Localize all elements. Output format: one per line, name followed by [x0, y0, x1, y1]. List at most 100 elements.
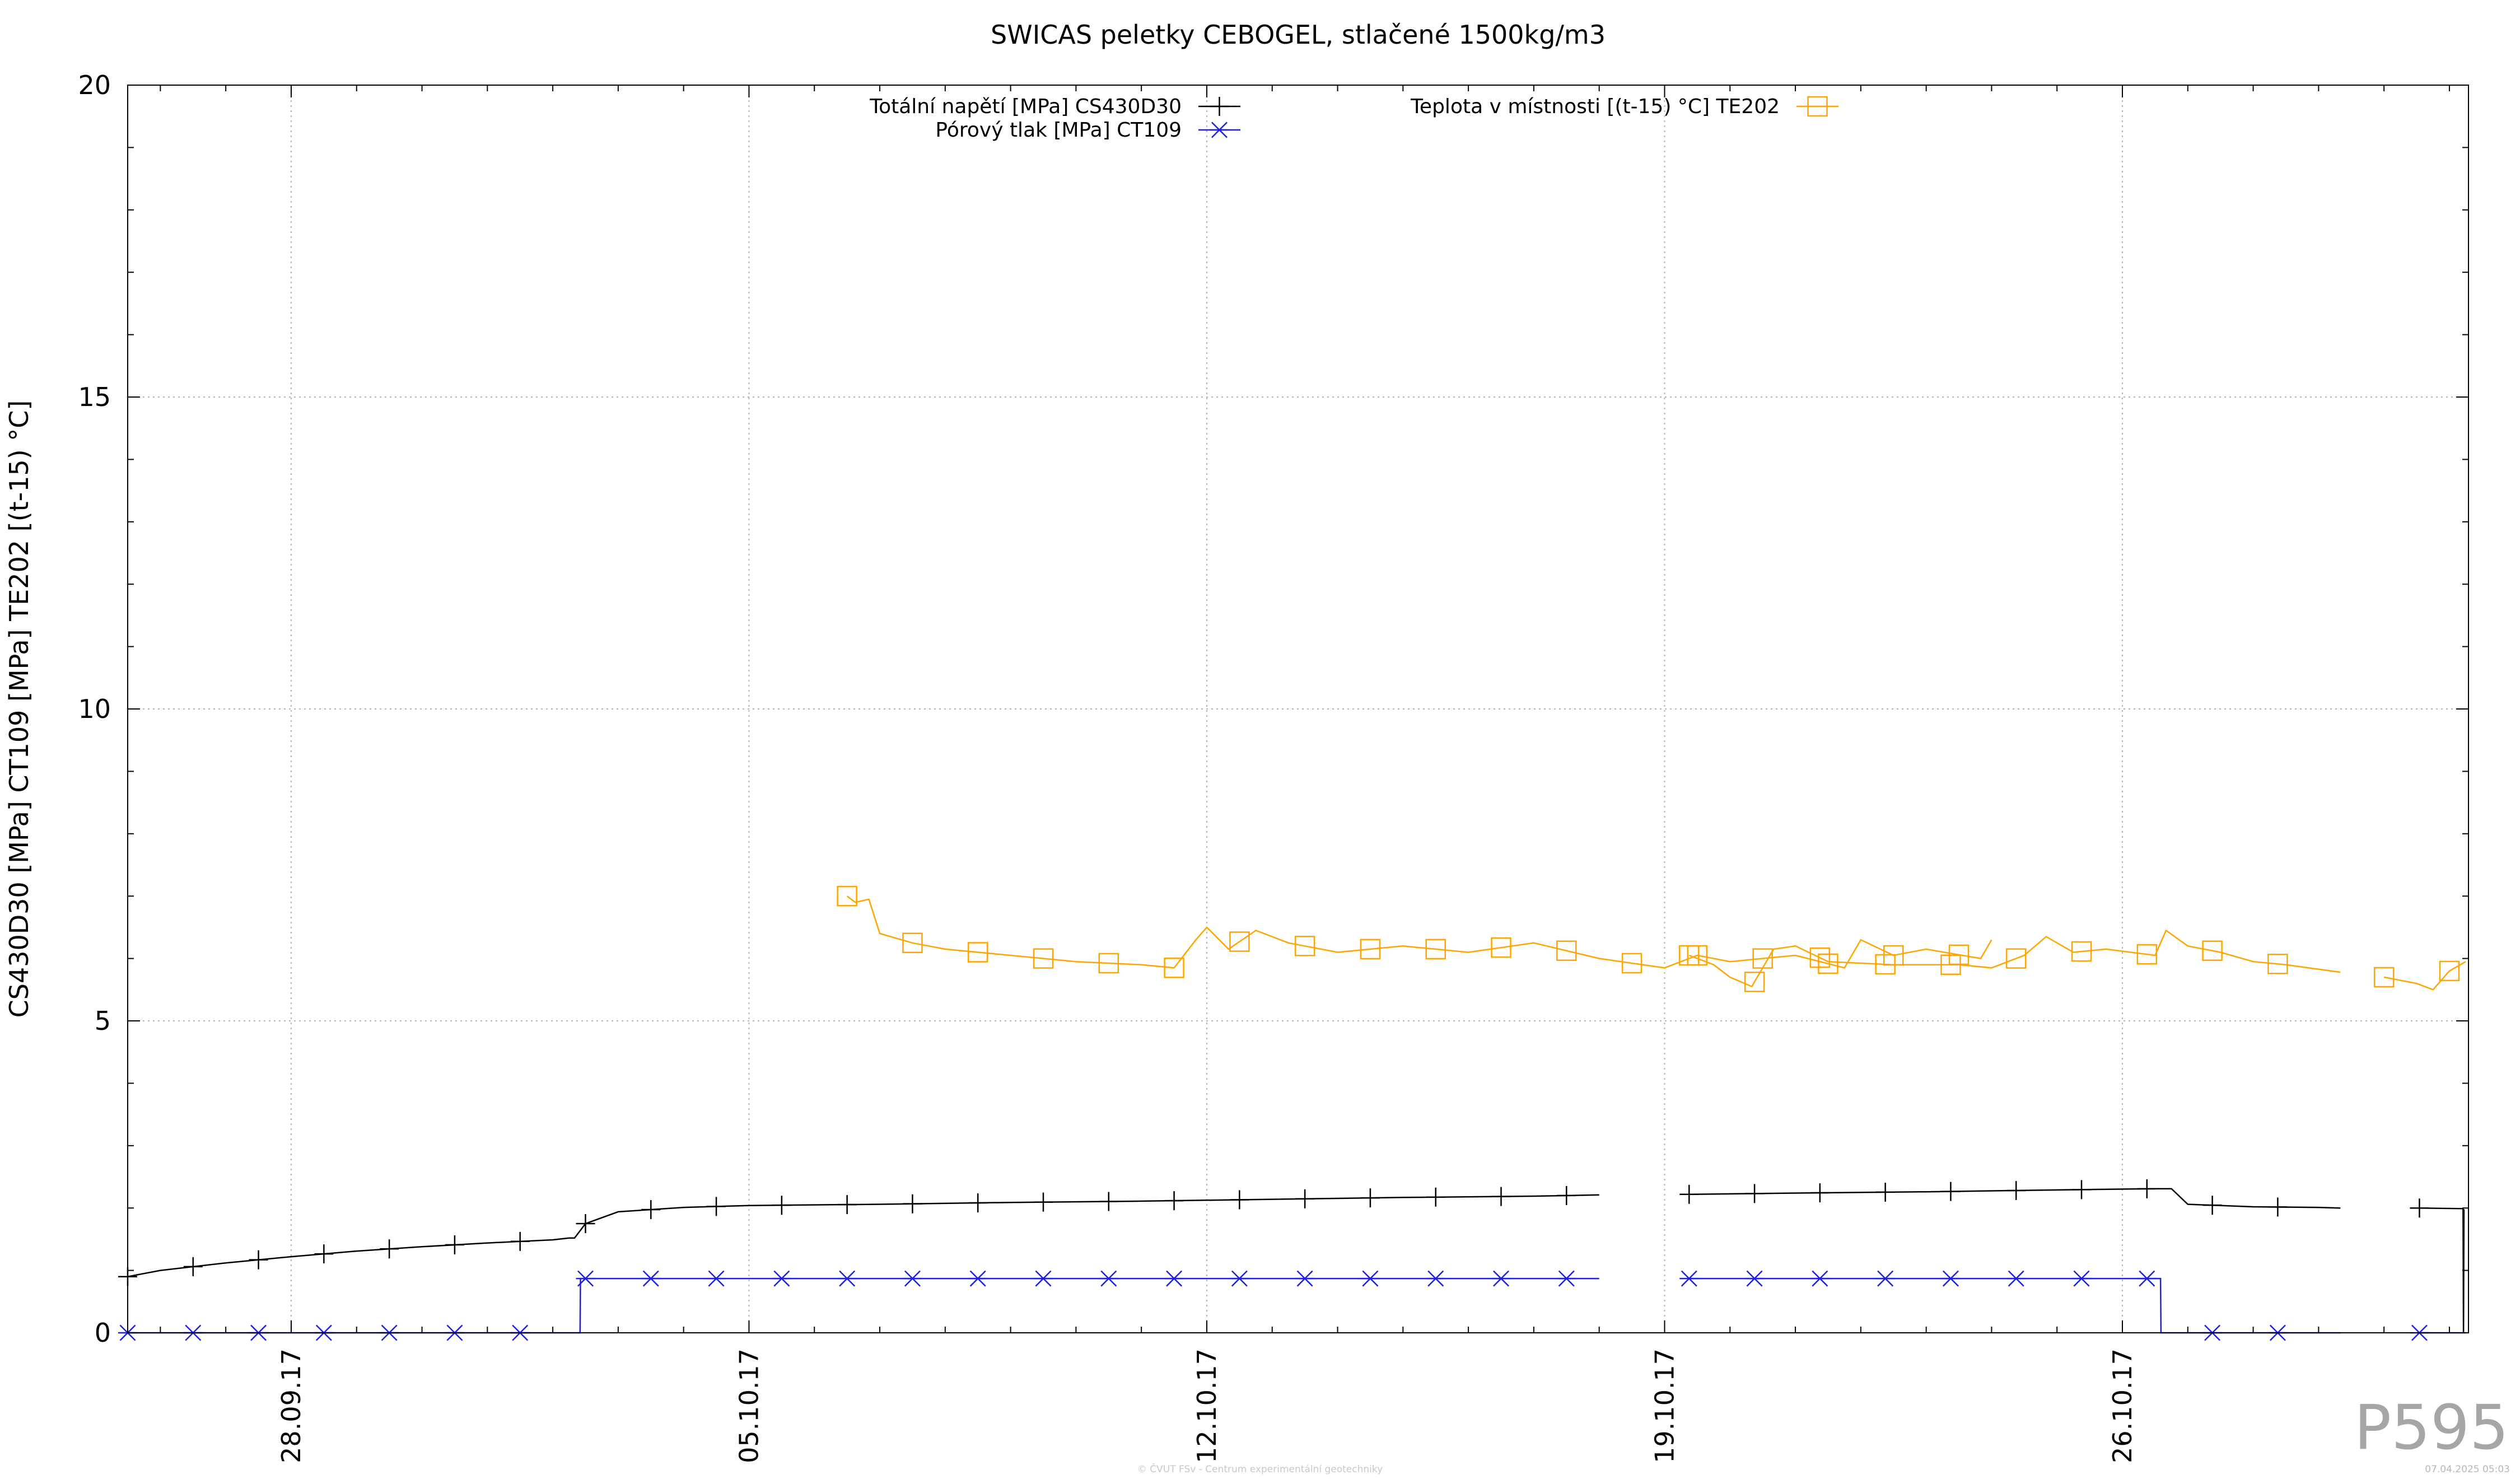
data-point	[1164, 958, 1184, 978]
data-point	[772, 1270, 791, 1287]
series-line	[1689, 1188, 2341, 1209]
data-point	[2202, 1196, 2222, 1215]
data-point	[967, 942, 988, 963]
plot-area	[118, 885, 2466, 1341]
data-point	[314, 1244, 334, 1264]
x-tick-label: 26.10.17	[2107, 1348, 2138, 1463]
data-point	[1875, 1270, 1895, 1287]
data-point	[2410, 1198, 2429, 1218]
legend-label: Pórový tlak [MPa] CT109	[935, 119, 1182, 142]
data-point	[1810, 1183, 1830, 1203]
data-point	[1230, 1270, 1249, 1287]
x-tick-label: 05.10.17	[734, 1348, 764, 1463]
data-point	[1875, 1182, 1895, 1202]
data-point	[1295, 1189, 1315, 1208]
data-point	[1621, 953, 1642, 974]
x-tick-label: 28.09.17	[276, 1348, 306, 1463]
data-point	[1941, 1182, 1961, 1201]
legend-marker	[1210, 122, 1229, 138]
data-point	[1426, 1187, 1445, 1207]
legend-entry: Pórový tlak [MPa] CT109	[935, 119, 1240, 142]
data-point	[1164, 1270, 1184, 1287]
chart-title: SWICAS peletky CEBOGEL, stlačené 1500kg/…	[991, 20, 1606, 50]
data-point	[1099, 1192, 1118, 1211]
series-line	[127, 1194, 1599, 1277]
data-point	[1679, 945, 1700, 966]
data-point	[1940, 954, 1961, 975]
data-point	[2072, 1270, 2092, 1287]
data-point	[2202, 940, 2223, 961]
data-point	[2137, 1270, 2157, 1287]
data-point	[903, 1270, 922, 1287]
series-1	[118, 1179, 2465, 1333]
data-point	[1098, 953, 1119, 974]
data-point	[2137, 1179, 2157, 1198]
data-point	[1744, 972, 1765, 992]
data-point	[837, 1270, 857, 1287]
data-point	[902, 932, 923, 953]
data-point	[2136, 944, 2158, 965]
data-point	[2267, 954, 2288, 974]
data-point	[1230, 1190, 1249, 1210]
data-point	[641, 1270, 661, 1287]
legend-entry: Totální napětí [MPa] CS430D30	[869, 95, 1240, 118]
data-point	[1557, 1186, 1576, 1205]
data-point	[1818, 953, 1838, 974]
y-tick-label: 10	[78, 694, 111, 724]
data-point	[1360, 1270, 1380, 1287]
data-point	[445, 1235, 464, 1254]
data-point	[1360, 939, 1381, 960]
data-point	[1099, 1270, 1118, 1287]
data-point	[1295, 1270, 1315, 1287]
data-point	[772, 1196, 791, 1215]
data-point	[576, 1270, 595, 1287]
data-point	[2072, 1180, 2092, 1200]
data-point	[1034, 1270, 1053, 1287]
data-point	[707, 1197, 726, 1216]
data-point	[1360, 1188, 1380, 1208]
data-point	[1679, 1270, 1699, 1287]
data-point	[837, 1195, 857, 1215]
data-point	[249, 1250, 268, 1270]
data-point	[968, 1193, 988, 1213]
data-point	[1426, 1270, 1445, 1287]
x-tick-label: 19.10.17	[1649, 1348, 1679, 1463]
data-point	[1557, 1270, 1576, 1287]
data-point	[1679, 1184, 1699, 1204]
data-point	[510, 1231, 530, 1251]
data-point	[1875, 954, 1896, 975]
footer-timestamp: 07.04.2025 05:03	[2425, 1464, 2510, 1475]
data-point	[1425, 939, 1446, 960]
series-line	[128, 1277, 1599, 1334]
legend-marker	[1807, 96, 1828, 117]
data-point	[1491, 1187, 1511, 1206]
y-axis-label: CS430D30 [MPa] CT109 [MPa] TE202 [(t-15)…	[4, 400, 34, 1018]
footer-credit: © ČVUT FSv - Centrum experimentální geot…	[1137, 1464, 1383, 1475]
data-point	[380, 1239, 399, 1259]
data-point	[1164, 1191, 1184, 1211]
legend-marker	[1210, 97, 1229, 116]
data-point	[2268, 1197, 2288, 1217]
series-line	[1689, 1277, 2341, 1334]
y-tick-label: 15	[78, 382, 111, 412]
data-point	[2006, 1180, 2026, 1200]
data-point	[1745, 1184, 1765, 1203]
data-point	[1809, 947, 1831, 968]
series-2	[118, 1270, 2466, 1341]
data-point	[1491, 1270, 1511, 1287]
data-point	[2439, 960, 2460, 982]
grid-lines	[128, 85, 2468, 1333]
data-point	[1556, 940, 1577, 961]
legend-label: Totální napětí [MPa] CS430D30	[869, 95, 1182, 118]
data-point	[707, 1270, 726, 1287]
data-point	[2005, 948, 2027, 969]
data-point	[576, 1214, 595, 1234]
data-point	[1745, 1270, 1765, 1287]
data-point	[1034, 1192, 1053, 1212]
series-line	[2383, 961, 2466, 991]
data-point	[641, 1200, 661, 1219]
legend-entry: Teplota v místnosti [(t-15) °C] TE202	[1410, 95, 1838, 118]
data-point	[1229, 931, 1250, 952]
